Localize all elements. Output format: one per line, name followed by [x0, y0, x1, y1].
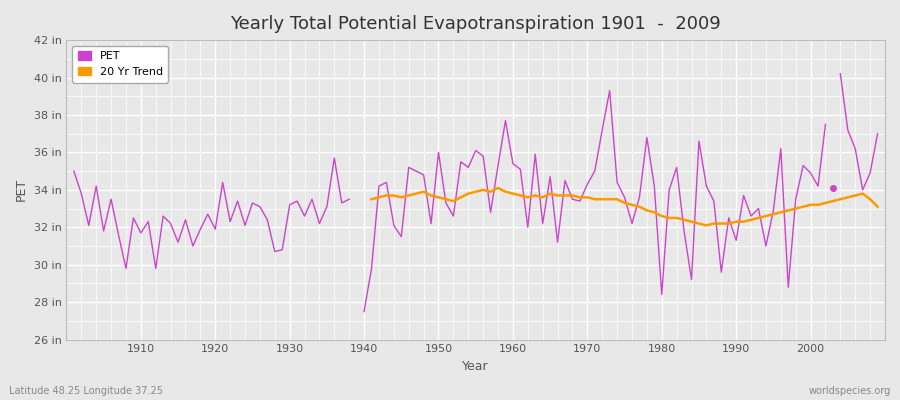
Legend: PET, 20 Yr Trend: PET, 20 Yr Trend — [72, 46, 168, 82]
Y-axis label: PET: PET — [15, 178, 28, 202]
Title: Yearly Total Potential Evapotranspiration 1901  -  2009: Yearly Total Potential Evapotranspiratio… — [230, 15, 721, 33]
Text: Latitude 48.25 Longitude 37.25: Latitude 48.25 Longitude 37.25 — [9, 386, 163, 396]
X-axis label: Year: Year — [463, 360, 489, 373]
Text: worldspecies.org: worldspecies.org — [809, 386, 891, 396]
